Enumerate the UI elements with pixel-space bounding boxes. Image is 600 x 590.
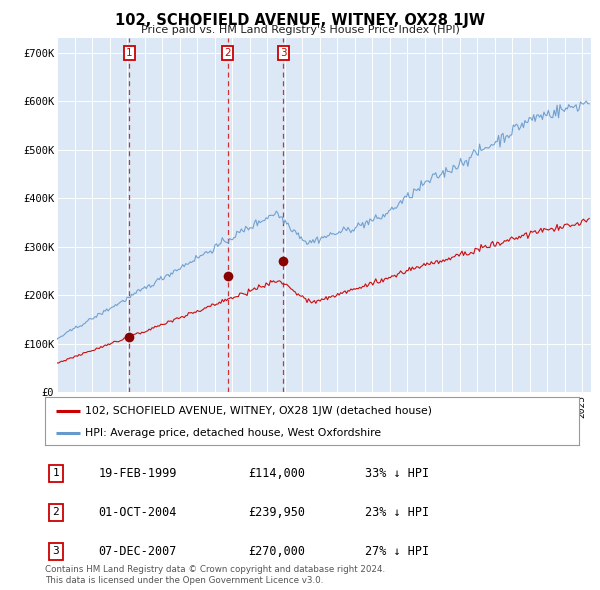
Text: HPI: Average price, detached house, West Oxfordshire: HPI: Average price, detached house, West… (85, 428, 381, 438)
Text: £270,000: £270,000 (248, 545, 305, 558)
Text: Price paid vs. HM Land Registry's House Price Index (HPI): Price paid vs. HM Land Registry's House … (140, 25, 460, 35)
Text: Contains HM Land Registry data © Crown copyright and database right 2024.
This d: Contains HM Land Registry data © Crown c… (45, 565, 385, 585)
Text: 102, SCHOFIELD AVENUE, WITNEY, OX28 1JW: 102, SCHOFIELD AVENUE, WITNEY, OX28 1JW (115, 13, 485, 28)
Text: 07-DEC-2007: 07-DEC-2007 (98, 545, 177, 558)
Text: 3: 3 (280, 48, 287, 58)
Text: 1: 1 (52, 468, 59, 478)
Text: 33% ↓ HPI: 33% ↓ HPI (365, 467, 430, 480)
Text: 23% ↓ HPI: 23% ↓ HPI (365, 506, 430, 519)
Text: 1: 1 (126, 48, 133, 58)
Text: 27% ↓ HPI: 27% ↓ HPI (365, 545, 430, 558)
Text: 2: 2 (52, 507, 59, 517)
Text: 01-OCT-2004: 01-OCT-2004 (98, 506, 177, 519)
Text: 102, SCHOFIELD AVENUE, WITNEY, OX28 1JW (detached house): 102, SCHOFIELD AVENUE, WITNEY, OX28 1JW … (85, 405, 432, 415)
Text: 19-FEB-1999: 19-FEB-1999 (98, 467, 177, 480)
Text: 3: 3 (52, 546, 59, 556)
Text: £114,000: £114,000 (248, 467, 305, 480)
Text: 2: 2 (224, 48, 231, 58)
Text: £239,950: £239,950 (248, 506, 305, 519)
